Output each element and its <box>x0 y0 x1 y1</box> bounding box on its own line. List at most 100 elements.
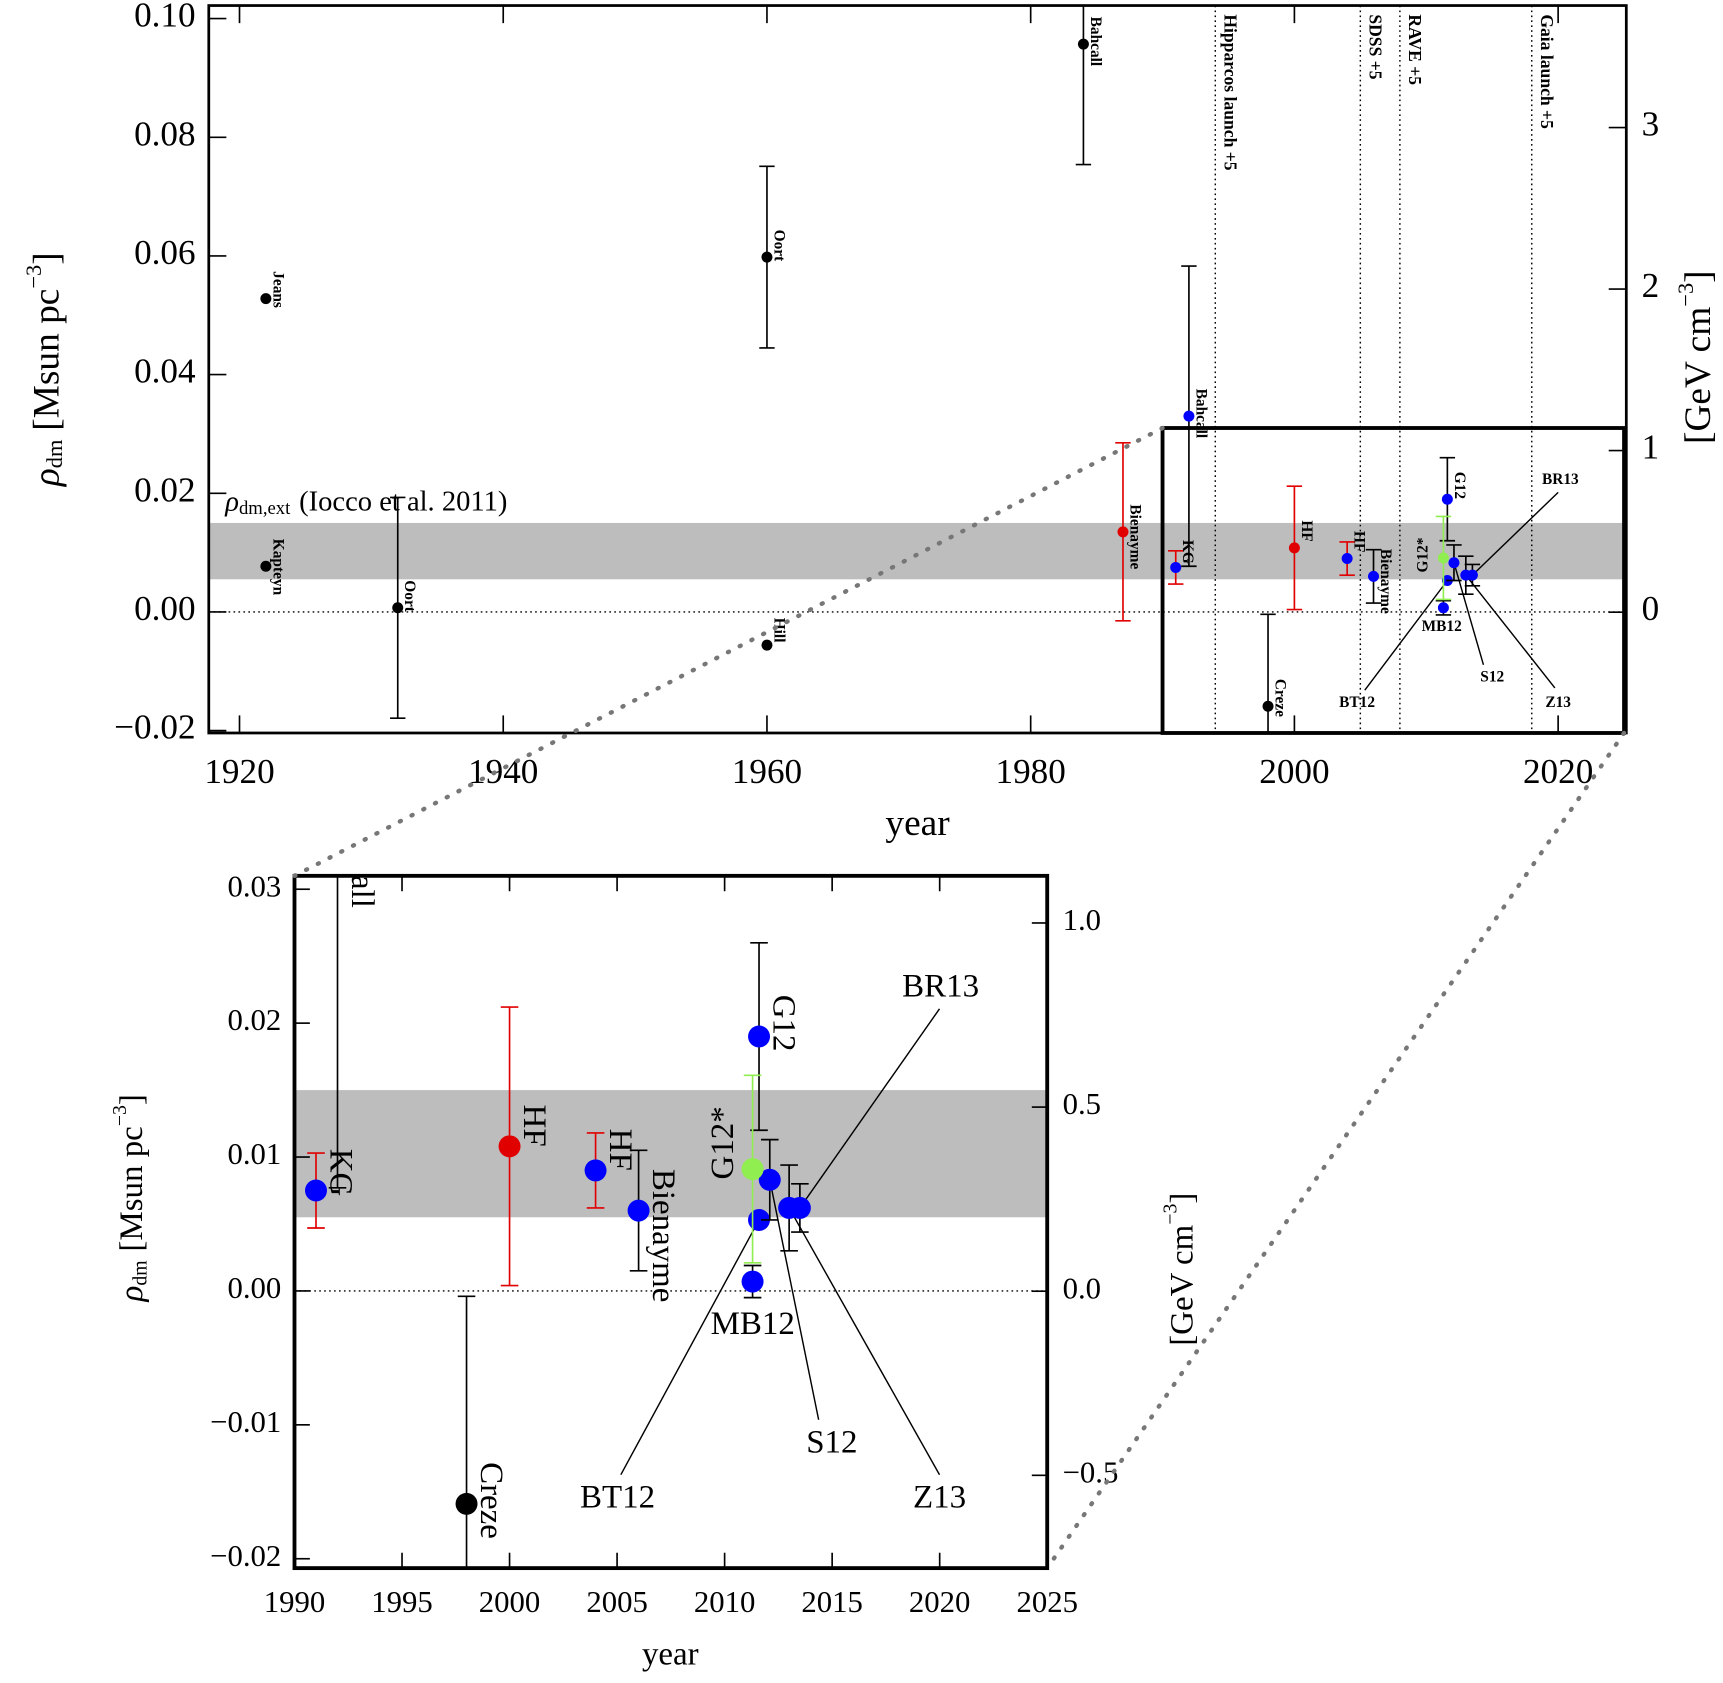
data-point <box>748 1025 771 1048</box>
point-label: G12 <box>1451 472 1468 500</box>
point-label: G12* <box>1415 537 1432 572</box>
y-tick-label: −0.02 <box>210 1539 281 1573</box>
y-tick-label: 0.02 <box>227 1003 281 1037</box>
axes-frame <box>292 873 1050 1571</box>
point-label: S12 <box>806 1425 857 1461</box>
plot-area: Hipparcos launch +5 SDSS +5 RAVE +5 Gaia la… <box>208 5 1627 733</box>
point-label: Bahcall <box>1087 17 1104 67</box>
band-label-sub: dm,ext <box>239 498 291 519</box>
y-axis-label-sup: −3 <box>21 265 46 289</box>
data-point <box>1341 553 1353 565</box>
x-tick-label: 1995 <box>371 1585 433 1619</box>
point-label: Z13 <box>1545 694 1571 711</box>
y-axis-label-text: [Msun pc <box>114 1126 150 1251</box>
band-label-text: (Iocco et al. 2011) <box>299 486 507 517</box>
y2-axis-label-text: [GeV cm <box>1164 1224 1200 1345</box>
chart-0: Hipparcos launch +5 SDSS +5 RAVE +5 Gaia la… <box>21 0 1718 844</box>
point-label: Jeans <box>269 271 286 308</box>
y-tick-label: 0.08 <box>134 114 196 153</box>
y-axis-label-sup: −3 <box>108 1105 130 1126</box>
point-label: KG <box>322 1149 358 1197</box>
x-tick-label: 2000 <box>1259 752 1329 791</box>
y-tick-label: 0.03 <box>227 869 281 903</box>
point-label: Bahcall <box>344 807 380 908</box>
leader-line <box>1364 580 1448 691</box>
point-label: BR13 <box>902 969 979 1005</box>
leader-line <box>769 1179 820 1420</box>
event-label: Gaia launch +5 <box>1537 14 1557 129</box>
y2-tick-label: 0.0 <box>1063 1271 1101 1305</box>
point-label: HF <box>516 1105 552 1147</box>
point-label: Bahcall <box>1192 389 1209 439</box>
point-label: KG <box>1179 540 1196 564</box>
point-label: Creze <box>1271 679 1288 717</box>
x-tick-label: 1980 <box>996 752 1066 791</box>
y-axis-label-symbol: ρ <box>26 468 67 487</box>
y-tick-label: 0.02 <box>134 470 196 509</box>
plot-background <box>294 875 1048 1569</box>
point-label: Bienayme <box>645 1169 681 1303</box>
data-point <box>498 1135 521 1158</box>
y2-tick-label: 0.5 <box>1063 1087 1101 1121</box>
y-tick-label: 0.06 <box>134 233 196 272</box>
data-point <box>1441 493 1453 505</box>
chart-1: Creze Bahcall KG HF Bienayme G12 BT12 MB12 S12 Z1… <box>108 807 1200 1673</box>
y-tick-label: 0.00 <box>227 1271 281 1305</box>
event-label: SDSS +5 <box>1365 14 1385 79</box>
data-point <box>1117 526 1129 538</box>
point-label: BT12 <box>580 1480 655 1516</box>
data-point <box>1448 557 1460 569</box>
zoom-connector <box>292 425 1165 879</box>
leader-line <box>799 1008 941 1209</box>
y-axis-label-end: ] <box>114 1094 150 1105</box>
data-point <box>748 1208 771 1231</box>
y-axis-label-sub: dm <box>42 439 67 468</box>
leader-line <box>620 1219 760 1476</box>
y-tick-label: 0.04 <box>134 352 196 391</box>
data-point <box>1262 700 1274 712</box>
plot-area: Creze Bahcall KG HF Bienayme G12 BT12 MB12 S12 Z1… <box>294 807 1048 1569</box>
x-tick-label: 2015 <box>801 1585 863 1619</box>
data-point <box>584 1159 607 1182</box>
y-tick-label: −0.01 <box>210 1405 281 1439</box>
plot-background <box>208 5 1627 733</box>
x-axis-label: year <box>642 1637 699 1673</box>
x-tick-label: 1940 <box>468 752 538 791</box>
event-label: Hipparcos launch +5 <box>1220 14 1240 170</box>
x-tick-label: 2005 <box>586 1585 648 1619</box>
point-label: G12 <box>765 995 801 1052</box>
y2-axis-label-end: ] <box>1678 270 1719 282</box>
point-label: Z13 <box>913 1480 966 1516</box>
x-tick-label: 2010 <box>694 1585 756 1619</box>
x-tick-label: 1990 <box>264 1585 326 1619</box>
y-axis-label-end: ] <box>26 252 67 264</box>
point-label: Bienayme <box>1126 504 1143 569</box>
point-label: HF <box>1298 520 1315 541</box>
data-point <box>1170 561 1182 573</box>
error-bar <box>328 875 347 1189</box>
y-axis-label: ρdm [Msun pc−3] <box>21 252 67 487</box>
point-label: Bienayme <box>1377 549 1394 614</box>
data-point <box>305 1179 327 1202</box>
data-point <box>260 560 272 572</box>
data-point <box>1466 569 1478 581</box>
zoom-indicator <box>292 425 1627 1571</box>
x-tick-label: 2020 <box>909 1585 971 1619</box>
y-axis-label-symbol: ρ <box>114 1286 150 1303</box>
data-point <box>392 602 404 614</box>
y2-tick-label: 1.0 <box>1063 903 1101 937</box>
x-tick-label: 2020 <box>1523 752 1593 791</box>
y2-tick-label: 2 <box>1642 266 1660 305</box>
event-label: RAVE +5 <box>1405 14 1425 85</box>
data-point <box>758 1168 781 1191</box>
leader-line <box>1453 562 1485 666</box>
reference-band <box>294 1090 1048 1218</box>
x-tick-label: 2025 <box>1016 1585 1078 1619</box>
data-point <box>741 1270 764 1293</box>
leader-line <box>1471 491 1559 576</box>
y2-axis-label-text: [GeV cm <box>1678 307 1719 444</box>
point-label: BT12 <box>1339 694 1375 711</box>
data-point <box>761 639 773 651</box>
point-label: Oort <box>401 580 418 612</box>
